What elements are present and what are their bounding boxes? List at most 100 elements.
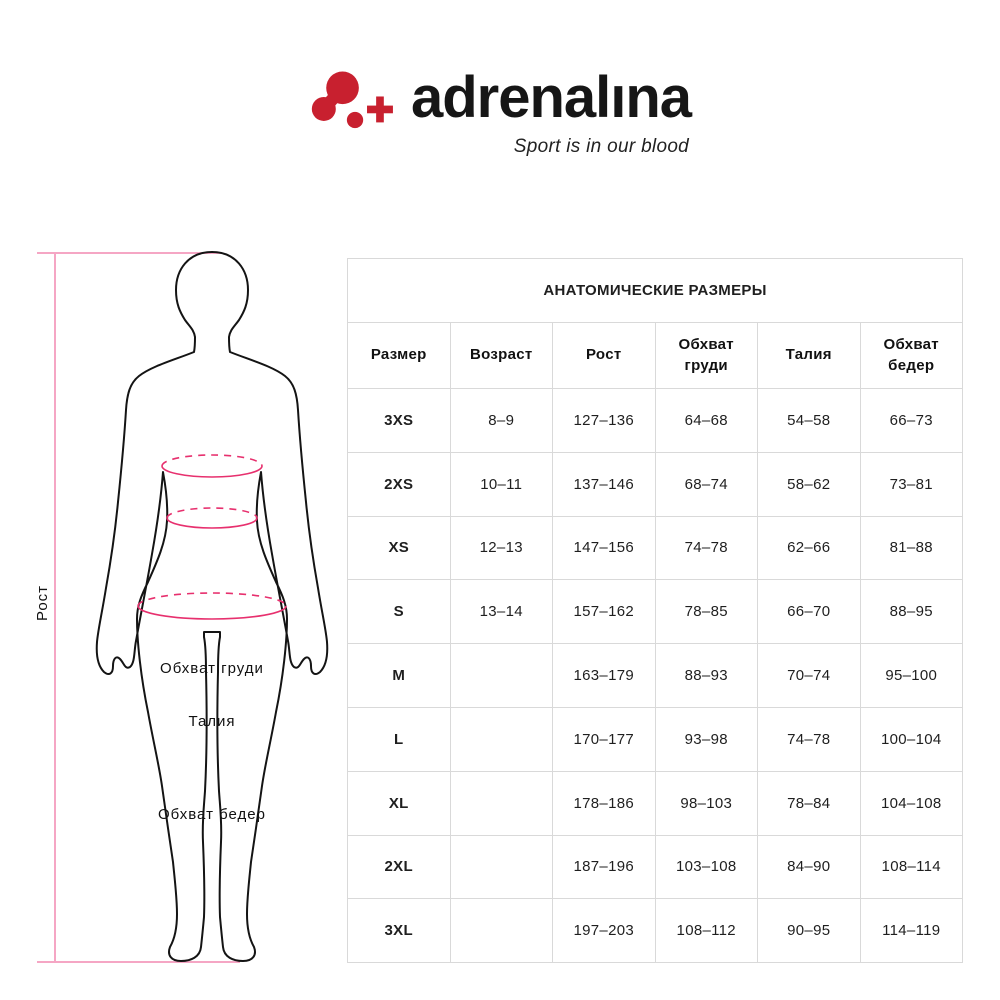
- age-cell: [449, 706, 553, 772]
- plus-icon-vbar: [376, 96, 384, 123]
- molecule-circle-large: [326, 71, 359, 105]
- chest-ellipse-back: [161, 454, 263, 467]
- hips-cell: 100–104: [859, 706, 963, 772]
- table-row: 2XL 187–196 103–108 84–90 108–114: [347, 834, 963, 900]
- hips-label: Обхват бедер: [158, 806, 266, 823]
- age-cell: [449, 898, 553, 964]
- brand-text-block: adrenalına Sport is in our blood: [410, 62, 692, 158]
- waist-cell: 78–84: [757, 770, 861, 836]
- waist-label: Талия: [188, 713, 236, 730]
- hips-ellipse-front: [137, 605, 287, 620]
- table-header-row: Размер Возраст Рост Обхват груди Талия О…: [347, 322, 963, 389]
- col-header-chest: Обхват груди: [654, 322, 758, 389]
- waist-cell: 58–62: [757, 451, 861, 517]
- height-cell: 147–156: [552, 515, 656, 581]
- hips-cell: 108–114: [859, 834, 963, 900]
- col-header-age: Возраст: [449, 322, 553, 389]
- height-cell: 187–196: [552, 834, 656, 900]
- table-row: XL 178–186 98–103 78–84 104–108: [347, 770, 963, 836]
- size-cell: XL: [347, 770, 451, 836]
- molecule-circle-medium: [311, 96, 336, 121]
- size-cell: L: [347, 706, 451, 772]
- size-cell: 3XL: [347, 898, 451, 964]
- age-cell: 12–13: [449, 515, 553, 581]
- body-diagram-svg: [37, 251, 329, 963]
- chest-label: Обхват груди: [160, 660, 264, 677]
- table-row: 2XS 10–11 137–146 68–74 58–62 73–81: [347, 451, 963, 517]
- table-title: АНАТОМИЧЕСКИЕ РАЗМЕРЫ: [347, 258, 963, 323]
- hips-cell: 81–88: [859, 515, 963, 581]
- brand-logo: adrenalına Sport is in our blood: [309, 62, 692, 158]
- hips-cell: 73–81: [859, 451, 963, 517]
- age-cell: [449, 643, 553, 708]
- table-row: XS 12–13 147–156 74–78 62–66 81–88: [347, 515, 963, 581]
- height-cell: 137–146: [552, 451, 656, 517]
- col-header-waist: Талия: [757, 322, 861, 389]
- age-cell: 8–9: [449, 388, 553, 453]
- chest-cell: 64–68: [654, 388, 758, 453]
- col-header-height: Рост: [552, 322, 656, 389]
- waist-cell: 54–58: [757, 388, 861, 453]
- molecule-plus-icon: [311, 71, 393, 129]
- hips-cell: 114–119: [859, 898, 963, 964]
- size-cell: S: [347, 579, 451, 645]
- waist-cell: 84–90: [757, 834, 861, 900]
- table-row: M 163–179 88–93 70–74 95–100: [347, 643, 963, 708]
- hips-cell: 88–95: [859, 579, 963, 645]
- waist-cell: 90–95: [757, 898, 861, 964]
- brand-wordmark: adrenalına: [410, 65, 692, 130]
- chest-cell: 68–74: [654, 451, 758, 517]
- waist-cell: 74–78: [757, 706, 861, 772]
- height-cell: 163–179: [552, 643, 656, 708]
- size-cell: M: [347, 643, 451, 708]
- waist-ellipse-front: [166, 517, 258, 529]
- col-header-size: Размер: [347, 322, 451, 389]
- chest-cell: 103–108: [654, 834, 758, 900]
- body-outline: [95, 251, 329, 962]
- height-cell: 127–136: [552, 388, 656, 453]
- body-measurement-diagram: Обхват груди Талия Обхват бедер: [0, 230, 346, 990]
- chest-cell: 88–93: [654, 643, 758, 708]
- brand-tagline: Sport is in our blood: [513, 136, 690, 157]
- height-label: Рост: [34, 584, 51, 622]
- anatomical-sizes-table: АНАТОМИЧЕСКИЕ РАЗМЕРЫ Размер Возраст Рос…: [347, 258, 963, 964]
- waist-cell: 66–70: [757, 579, 861, 645]
- table-row: S 13–14 157–162 78–85 66–70 88–95: [347, 579, 963, 645]
- height-cell: 178–186: [552, 770, 656, 836]
- table-title-row: АНАТОМИЧЕСКИЕ РАЗМЕРЫ: [347, 258, 963, 323]
- hips-cell: 104–108: [859, 770, 963, 836]
- height-cell: 170–177: [552, 706, 656, 772]
- size-cell: XS: [347, 515, 451, 581]
- chest-ellipse-front: [161, 465, 263, 478]
- size-cell: 2XS: [347, 451, 451, 517]
- height-bracket: [37, 252, 240, 963]
- height-cell: 197–203: [552, 898, 656, 964]
- table-row: L 170–177 93–98 74–78 100–104: [347, 706, 963, 772]
- molecule-circle-small: [346, 111, 364, 129]
- chest-cell: 93–98: [654, 706, 758, 772]
- waist-cell: 70–74: [757, 643, 861, 708]
- hips-cell: 95–100: [859, 643, 963, 708]
- chest-cell: 78–85: [654, 579, 758, 645]
- hips-cell: 66–73: [859, 388, 963, 453]
- col-header-hips: Обхват бедер: [859, 322, 963, 389]
- chest-cell: 108–112: [654, 898, 758, 964]
- body-outline-right-half: [205, 251, 329, 962]
- chest-cell: 74–78: [654, 515, 758, 581]
- height-cell: 157–162: [552, 579, 656, 645]
- size-cell: 3XS: [347, 388, 451, 453]
- table-row: 3XS 8–9 127–136 64–68 54–58 66–73: [347, 388, 963, 453]
- size-cell: 2XL: [347, 834, 451, 900]
- age-cell: [449, 834, 553, 900]
- hips-ellipse-back: [137, 592, 287, 607]
- table-row: 3XL 197–203 108–112 90–95 114–119: [347, 898, 963, 964]
- age-cell: 10–11: [449, 451, 553, 517]
- measurement-ellipses: [137, 454, 287, 620]
- waist-cell: 62–66: [757, 515, 861, 581]
- age-cell: 13–14: [449, 579, 553, 645]
- body-outline-left-half: [95, 251, 219, 962]
- waist-ellipse-back: [166, 507, 258, 519]
- age-cell: [449, 770, 553, 836]
- chest-cell: 98–103: [654, 770, 758, 836]
